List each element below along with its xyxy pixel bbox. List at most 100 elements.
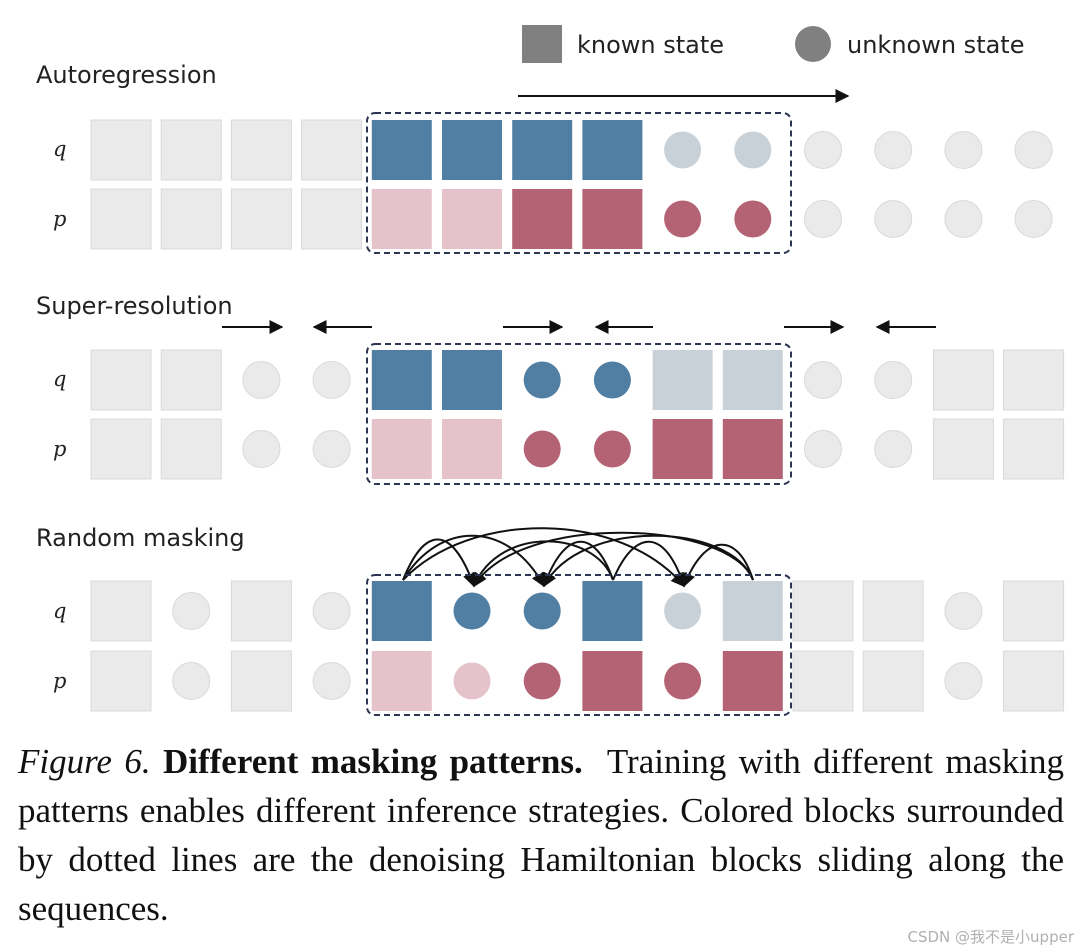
state-circle-known-p: [523, 430, 561, 468]
watermark: CSDN @我不是小upper: [907, 928, 1074, 946]
state-circle-context: [804, 200, 842, 238]
denoising-block-frame: [366, 112, 792, 254]
state-square-known-q: [442, 120, 502, 180]
dependency-arc: [543, 534, 754, 588]
state-circle-context: [242, 361, 281, 399]
legend-unknown-circle-icon: [795, 26, 831, 62]
state-circle-known-p: [523, 662, 561, 700]
dependency-arc: [473, 531, 754, 588]
row-label-p: p: [53, 437, 66, 461]
dependency-arc: [402, 527, 685, 588]
dependency-arc: [541, 540, 614, 588]
state-circle-context: [874, 131, 913, 169]
state-square-known-p-light: [371, 189, 432, 249]
state-circle-known-q: [453, 592, 491, 630]
state-circle-context: [944, 662, 983, 700]
caption-figure-label: Figure 6.: [18, 742, 151, 781]
state-square-known-p: [512, 189, 573, 249]
panel-title-autoregression: Autoregression: [36, 61, 217, 89]
state-circle-known-p: [734, 200, 772, 238]
state-square-context: [1003, 349, 1065, 411]
state-square-context: [160, 188, 222, 250]
state-square-known-p-light: [371, 651, 432, 711]
state-square-context: [1003, 580, 1065, 642]
state-square-context: [862, 650, 924, 712]
state-circle-context: [944, 592, 983, 630]
state-circle-context: [874, 200, 913, 238]
state-square-known-q: [442, 350, 502, 410]
state-square-context: [230, 188, 292, 250]
state-circle-context: [172, 662, 211, 700]
state-square-context: [301, 188, 363, 250]
state-circle-context: [242, 430, 281, 468]
state-square-known-p-light: [442, 419, 502, 479]
state-square-known-p: [652, 419, 713, 479]
state-square-context: [160, 349, 222, 411]
state-circle-known-q: [523, 361, 561, 399]
state-circle-context: [1014, 200, 1053, 238]
state-square-context: [792, 580, 854, 642]
state-square-unknown-q-dim: [652, 350, 713, 410]
dependency-arc: [612, 540, 687, 588]
legend: known state unknown state: [522, 25, 1024, 63]
row-label-q: q: [53, 367, 66, 391]
row-label-p: p: [53, 207, 66, 231]
state-square-known-q: [371, 120, 432, 180]
state-square-known-p-light: [371, 419, 432, 479]
state-square-context: [932, 349, 994, 411]
state-square-context: [230, 650, 292, 712]
state-circle-context: [312, 662, 351, 700]
state-circle-unknown-q-dim: [734, 131, 772, 169]
row-label-q: q: [53, 599, 66, 623]
legend-known-square-icon: [522, 25, 562, 63]
state-square-known-p: [722, 651, 783, 711]
state-square-context: [301, 119, 363, 181]
state-circle-context: [312, 361, 351, 399]
caption-title: Different masking patterns.: [162, 742, 583, 781]
dependency-arc: [682, 543, 754, 588]
state-circle-context: [874, 430, 913, 468]
row-label-q: q: [53, 137, 66, 161]
state-square-context: [90, 119, 152, 181]
state-circle-unknown-q-dim: [664, 131, 702, 169]
state-circle-known-p: [593, 430, 631, 468]
row-label-p: p: [53, 669, 66, 693]
state-circle-context: [312, 592, 351, 630]
state-square-context: [90, 418, 152, 480]
state-square-context: [90, 349, 152, 411]
state-square-context: [1003, 418, 1065, 480]
state-square-known-p: [582, 189, 643, 249]
state-circle-context: [944, 131, 983, 169]
state-circle-context: [312, 430, 351, 468]
state-square-context: [792, 650, 854, 712]
state-circle-context: [804, 430, 842, 468]
state-circle-context: [172, 592, 211, 630]
panel-title-random-masking: Random masking: [36, 524, 245, 552]
state-circle-known-p-light: [453, 662, 491, 700]
state-square-context: [932, 418, 994, 480]
state-square-context: [1003, 650, 1065, 712]
state-square-known-q: [371, 350, 432, 410]
state-square-known-q: [512, 120, 573, 180]
random-masking-dependency-arcs: [402, 527, 754, 588]
state-square-context: [160, 418, 222, 480]
legend-known-label: known state: [577, 31, 724, 59]
state-square-known-p: [722, 419, 783, 479]
state-square-context: [160, 119, 222, 181]
cells-layer: [90, 119, 1065, 712]
state-square-known-q: [371, 581, 432, 641]
state-square-known-p-light: [442, 189, 502, 249]
state-square-unknown-q-dim: [722, 581, 783, 641]
state-circle-known-q: [593, 361, 631, 399]
legend-unknown-label: unknown state: [847, 31, 1024, 59]
state-square-known-q: [582, 120, 643, 180]
state-square-context: [90, 188, 152, 250]
state-circle-known-p: [664, 662, 702, 700]
state-square-known-q: [582, 581, 643, 641]
figure-caption: Figure 6. Different masking patterns. Tr…: [18, 737, 1064, 933]
panel-title-super-resolution: Super-resolution: [36, 292, 233, 320]
state-square-known-p: [582, 651, 643, 711]
dependency-arc: [402, 534, 545, 588]
state-circle-context: [1014, 131, 1053, 169]
state-square-context: [90, 650, 152, 712]
